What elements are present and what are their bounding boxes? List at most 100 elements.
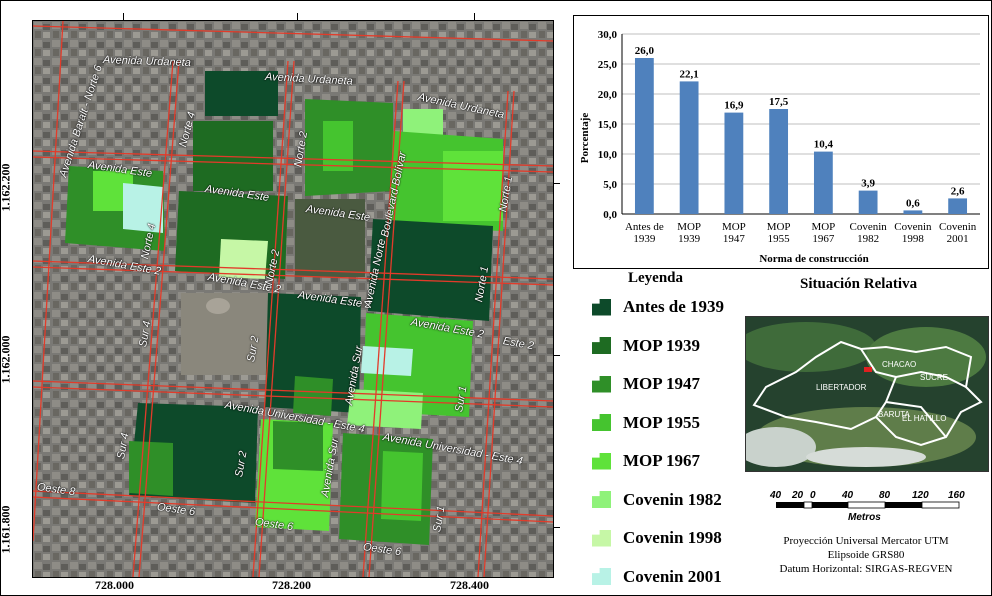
data-label: 26,0 — [635, 45, 655, 57]
legend-label: MOP 1947 — [623, 374, 700, 393]
bar — [903, 210, 923, 214]
y-tick-label: 0,0 — [603, 209, 617, 221]
legend-label: MOP 1967 — [623, 451, 700, 470]
scale-label: 0 — [810, 490, 816, 501]
legend-swatch — [592, 414, 611, 431]
y-tick-label: 25,0 — [598, 59, 618, 71]
data-label: 3,9 — [861, 178, 875, 190]
data-label: 2,6 — [951, 185, 965, 197]
tick-mark — [123, 13, 124, 20]
y-tick-label: 30,0 — [598, 29, 618, 41]
municipality-label: EL HATILLO — [902, 414, 947, 423]
legend-swatch — [592, 529, 611, 547]
relative-location-title: Situación Relativa — [800, 276, 918, 292]
x-tick-label: Covenin — [894, 221, 932, 233]
legend-item: Antes de 1939 — [592, 296, 724, 318]
legend-title: Leyenda — [628, 270, 684, 286]
legend-item: MOP 1947 — [592, 373, 700, 395]
scale-unit: Metros — [848, 512, 881, 523]
plaza-bolivar — [295, 199, 365, 277]
x-tick-label: 1967 — [812, 233, 835, 245]
x-tick-label: MOP — [722, 221, 746, 233]
satellite-map[interactable]: Avenida Urdaneta Avenida Urdaneta Avenid… — [32, 20, 554, 578]
legend-item: Covenin 1998 — [592, 527, 722, 549]
bar — [948, 198, 968, 214]
legend-label: MOP 1955 — [623, 412, 700, 432]
legend-item: Covenin 2001 — [592, 566, 722, 588]
legend-label: Covenin 1998 — [623, 528, 722, 547]
construction-blocks — [65, 71, 503, 545]
x-tick-label: Antes de — [625, 221, 664, 233]
bar — [813, 151, 833, 214]
legend-swatch — [592, 375, 611, 393]
municipality-label: BARUTA — [878, 410, 910, 419]
legend-label: Covenin 1982 — [623, 489, 722, 509]
tick-mark — [553, 183, 560, 184]
scale-label: 160 — [948, 490, 965, 501]
datum-line: Datum Horizontal: SIRGAS-REGVEN — [779, 563, 953, 575]
x-tick-label: 1982 — [857, 233, 879, 245]
x-coordinate-label: 728.200 — [272, 578, 311, 592]
x-tick-label: Covenin — [849, 221, 887, 233]
legend-swatch — [592, 568, 611, 585]
bar — [724, 112, 744, 214]
study-area-marker — [864, 367, 872, 372]
projection-line: Proyección Universal Mercator UTM — [783, 535, 949, 547]
legend-swatch — [592, 491, 611, 508]
y-tick-label: 20,0 — [598, 89, 618, 101]
y-tick-label: 15,0 — [598, 119, 618, 131]
x-tick-label: 1939 — [678, 233, 701, 245]
street-lines — [33, 21, 553, 577]
scale-label: 40 — [842, 490, 854, 501]
legend-item: MOP 1967 — [592, 450, 700, 472]
tick-mark — [474, 13, 475, 20]
x-coordinate-label: 728.400 — [450, 578, 489, 592]
x-tick-label: MOP — [811, 221, 835, 233]
x-tick-label: 1939 — [633, 233, 656, 245]
data-label: 10,4 — [814, 139, 834, 151]
bar — [769, 109, 789, 214]
scale-bar: 40 20 0 40 80 120 160 Metros — [770, 490, 970, 530]
data-label: 0,6 — [906, 197, 920, 209]
relative-location-map[interactable]: CHACAO SUCRE LIBERTADOR BARUTA EL HATILL… — [745, 316, 989, 472]
data-label: 22,1 — [680, 68, 699, 80]
legend-swatch — [592, 337, 611, 354]
legend-item: MOP 1955 — [592, 412, 700, 434]
x-tick-label: MOP — [677, 221, 701, 233]
legend-label: Antes de 1939 — [623, 297, 725, 316]
tick-mark — [553, 355, 560, 356]
municipality-label: SUCRE — [920, 373, 949, 382]
municipality-label: LIBERTADOR — [816, 383, 867, 392]
tick-mark — [553, 527, 560, 528]
x-tick-label: MOP — [767, 221, 791, 233]
x-tick-label: 2001 — [947, 233, 969, 245]
scale-label: 80 — [879, 490, 891, 501]
legend-label: MOP 1939 — [623, 335, 700, 355]
legend-item: Covenin 1982 — [592, 489, 722, 511]
data-label: 16,9 — [724, 100, 744, 112]
y-tick-label: 5,0 — [603, 179, 617, 191]
municipality-label: CHACAO — [882, 360, 917, 369]
chart-xlabel: Norma de construcción — [759, 253, 868, 265]
x-coordinate-label: 728.000 — [95, 578, 134, 592]
map-canvas — [33, 21, 553, 577]
x-tick-label: 1947 — [723, 233, 746, 245]
x-tick-label: 1998 — [902, 233, 925, 245]
scale-label: 20 — [792, 490, 804, 501]
legend-swatch — [592, 298, 611, 316]
x-tick-label: 1955 — [768, 233, 791, 245]
y-coordinate-label: 1.161.800 — [0, 505, 13, 554]
tick-mark — [297, 13, 298, 20]
bar — [858, 190, 878, 214]
legend-label: Covenin 2001 — [623, 566, 722, 586]
y-coordinate-label: 1.162.200 — [0, 163, 13, 212]
bar — [634, 58, 654, 214]
scale-label: 40 — [770, 490, 782, 501]
x-tick-label: Covenin — [939, 221, 977, 233]
legend-swatch — [592, 452, 611, 470]
chart-ylabel: Porcentaje — [579, 113, 591, 164]
scale-bar-graphic — [776, 501, 960, 509]
ellipsoid-line: Elipsoide GRS80 — [827, 549, 905, 561]
y-tick-label: 10,0 — [598, 149, 618, 161]
scale-label: 120 — [912, 490, 929, 501]
